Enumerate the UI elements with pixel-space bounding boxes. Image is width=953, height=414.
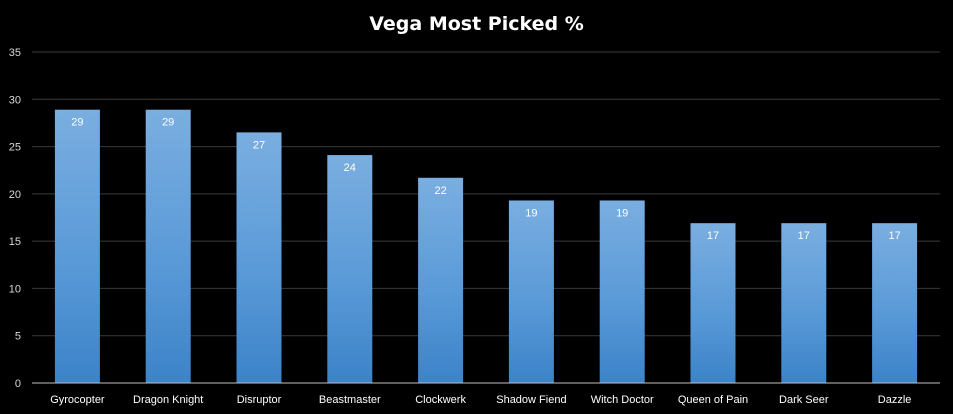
y-tick-label: 10	[9, 283, 21, 295]
bar	[781, 223, 827, 383]
y-axis-ticks: 0 5 10 15 20 25 30 35	[9, 47, 21, 390]
bar	[236, 132, 282, 383]
bar	[145, 109, 191, 383]
category-label: Dazzle	[878, 394, 912, 406]
bars	[54, 109, 918, 383]
y-tick-label: 30	[9, 94, 21, 106]
data-label: 17	[888, 230, 900, 242]
chart-title: Vega Most Picked %	[369, 13, 584, 35]
data-label: 17	[707, 230, 719, 242]
category-label: Witch Doctor	[591, 394, 654, 406]
category-label: Queen of Pain	[678, 394, 748, 406]
category-label: Dark Seer	[779, 394, 829, 406]
category-label: Dragon Knight	[133, 394, 203, 406]
bar	[508, 200, 554, 383]
bar	[690, 223, 736, 383]
category-label: Gyrocopter	[50, 394, 105, 406]
data-label: 27	[253, 139, 265, 151]
category-label: Beastmaster	[319, 394, 381, 406]
y-tick-label: 20	[9, 189, 21, 201]
x-axis-categories: Gyrocopter Dragon Knight Disruptor Beastmas…	[50, 394, 911, 406]
y-tick-label: 5	[15, 331, 21, 343]
bar	[418, 177, 464, 383]
data-labels: 29 29 27 24 22 19 19 17 17 17	[71, 117, 900, 242]
data-label: 19	[525, 207, 537, 219]
data-label: 22	[434, 185, 446, 197]
y-tick-label: 35	[9, 47, 21, 59]
y-tick-label: 15	[9, 236, 21, 248]
y-tick-label: 25	[9, 142, 21, 154]
category-label: Clockwerk	[415, 394, 466, 406]
category-label: Disruptor	[237, 394, 282, 406]
data-label: 24	[344, 162, 356, 174]
data-label: 17	[798, 230, 810, 242]
bar	[599, 200, 645, 383]
data-label: 19	[616, 207, 628, 219]
y-tick-label: 0	[15, 378, 21, 390]
bar	[872, 223, 918, 383]
category-label: Shadow Fiend	[496, 394, 566, 406]
data-label: 29	[162, 117, 174, 129]
bar	[54, 109, 100, 383]
data-label: 29	[71, 117, 83, 129]
bar	[327, 155, 373, 383]
